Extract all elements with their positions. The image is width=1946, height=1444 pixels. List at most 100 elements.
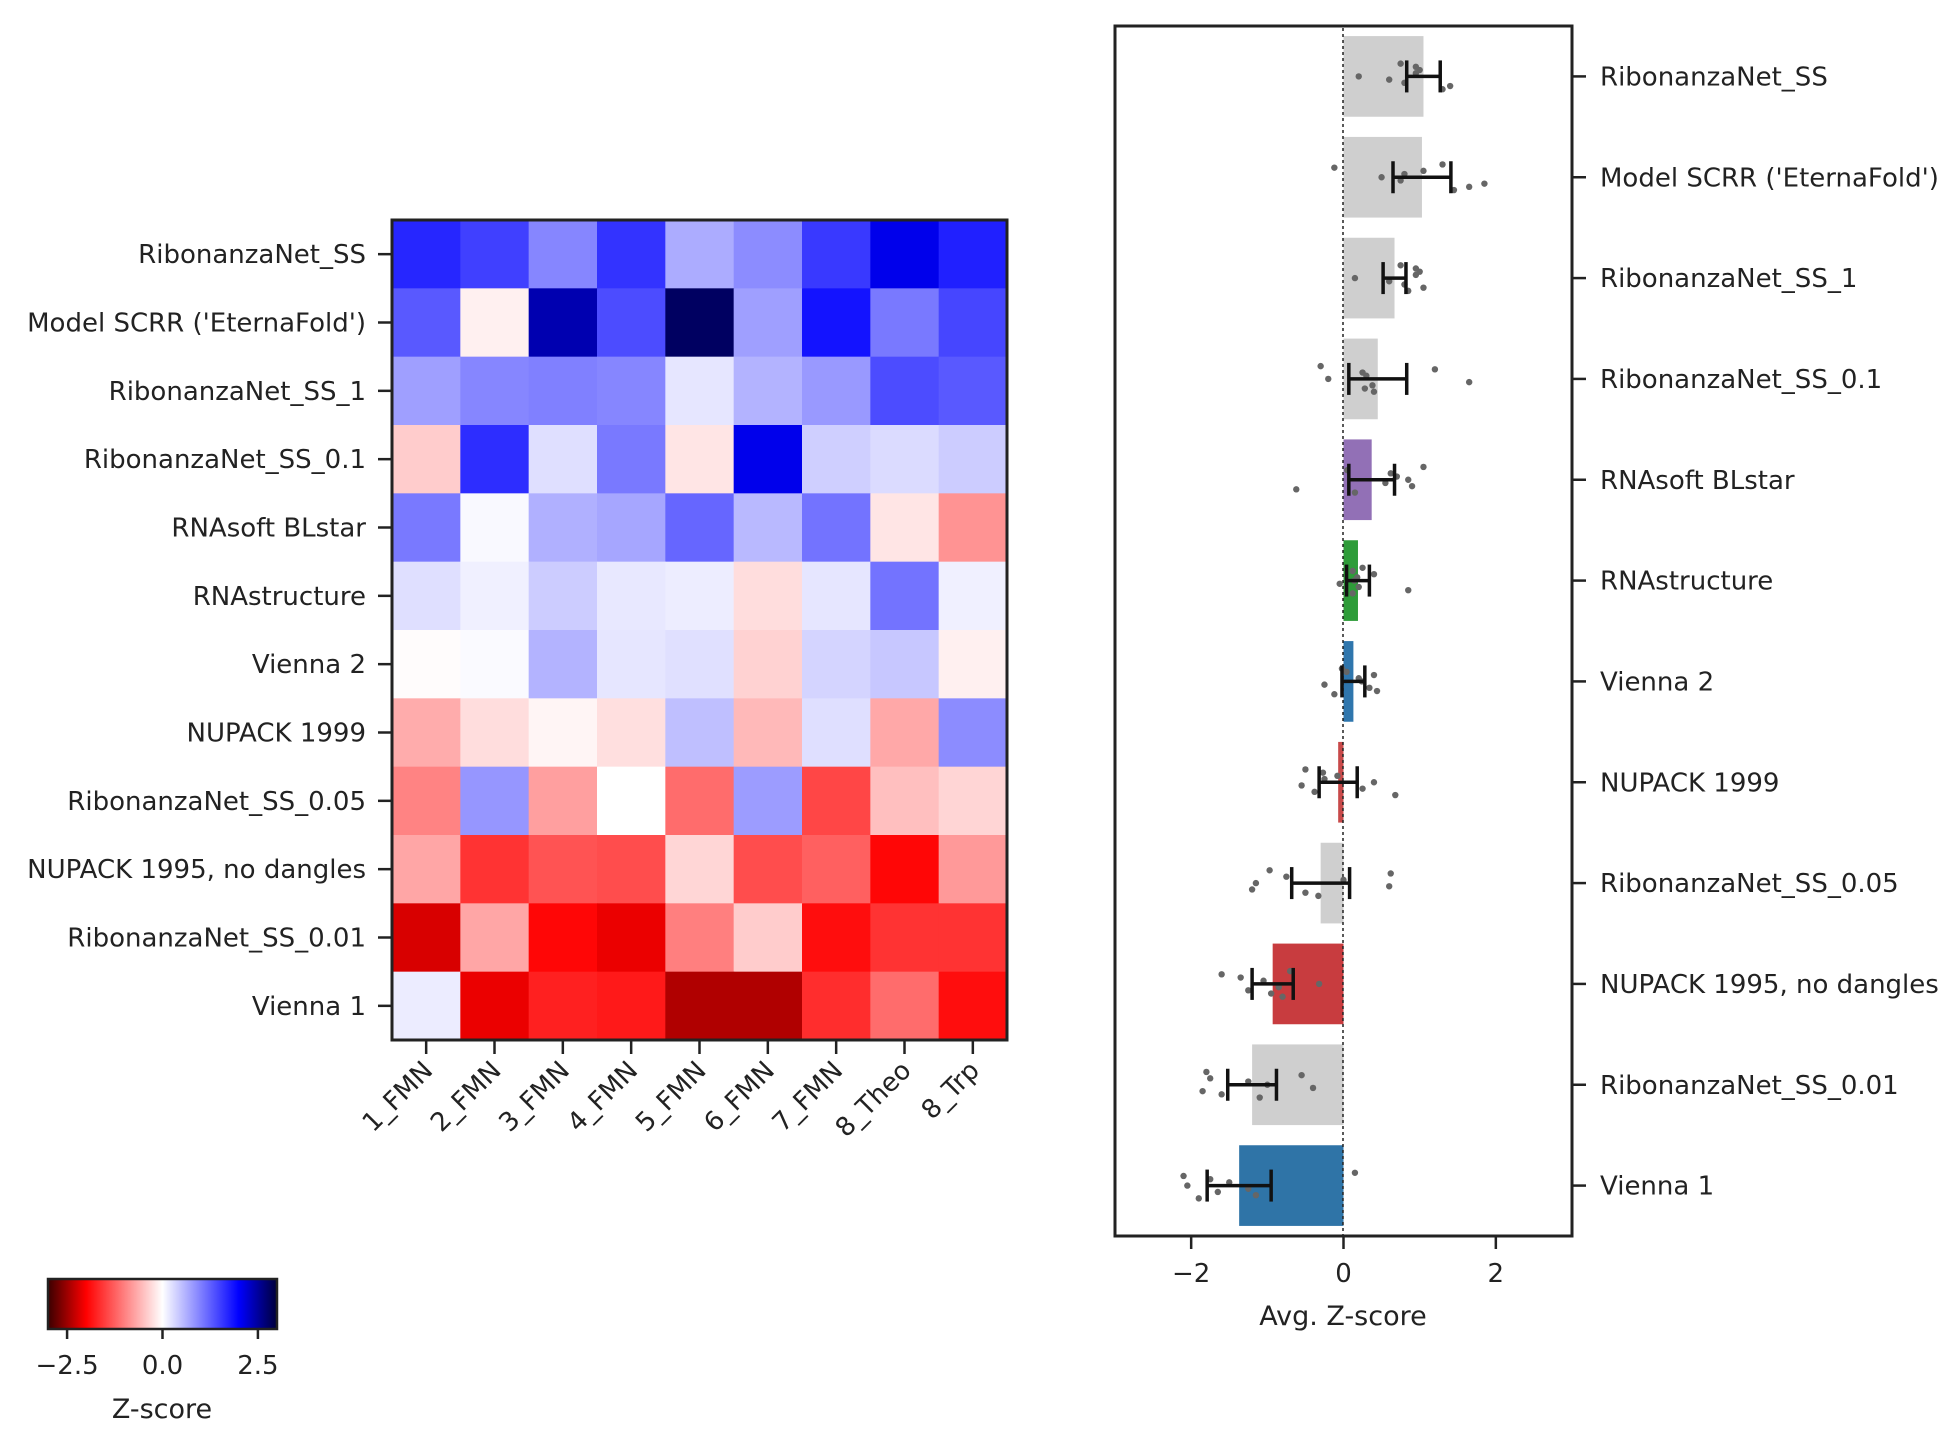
bar-category-label: RNAsoft BLstar	[1600, 466, 1795, 496]
data-point	[1203, 1068, 1210, 1076]
heatmap-cell	[597, 493, 666, 563]
bar-chart-panel: RibonanzaNet_SS Model SCRR ('EternaFold')…	[1113, 24, 1939, 1332]
data-point	[1245, 987, 1252, 994]
heatmap-cell	[802, 220, 871, 289]
data-point	[1266, 867, 1273, 874]
heatmap-row-label: RibonanzaNet_SS_0.1	[84, 445, 366, 475]
heatmap-cell	[802, 971, 871, 1041]
data-point	[1195, 1195, 1202, 1202]
heatmap-row-label: NUPACK 1995, no dangles	[27, 855, 366, 885]
heatmap-row-label: Vienna 2	[252, 650, 366, 680]
heatmap-cell	[733, 903, 803, 973]
heatmap-cell	[802, 903, 871, 973]
heatmap-cell	[528, 835, 598, 904]
heatmap-row-labels: RibonanzaNet_SS Model SCRR ('EternaFold')…	[27, 240, 392, 1022]
colorbar-label: Z-score	[112, 1394, 212, 1425]
heatmap-cell	[665, 630, 735, 699]
data-point	[1343, 668, 1350, 676]
heatmap-cell	[460, 903, 530, 973]
bar-category-label: Model SCRR ('EternaFold')	[1600, 163, 1939, 193]
bar-x-tick-label: 0	[1335, 1259, 1352, 1289]
data-point	[1431, 366, 1439, 373]
data-point	[1359, 785, 1366, 792]
heatmap-cell	[392, 630, 461, 699]
data-point	[1315, 892, 1322, 900]
heatmap-cell	[733, 971, 803, 1041]
heatmap-column-label: 3_FMN	[493, 1056, 575, 1138]
data-point	[1359, 564, 1366, 571]
heatmap-row-label: Model SCRR ('EternaFold')	[27, 309, 366, 339]
heatmap-cell	[870, 971, 940, 1041]
heatmap-cells	[392, 220, 1008, 1041]
heatmap-cell	[392, 356, 461, 426]
heatmap-cell	[802, 561, 871, 631]
heatmap-cell	[528, 630, 598, 699]
data-point	[1351, 1169, 1359, 1176]
heatmap-cell	[733, 766, 803, 836]
data-point	[1317, 362, 1324, 370]
heatmap-cell	[870, 835, 940, 904]
heatmap-cell	[665, 766, 735, 836]
data-point	[1309, 1084, 1317, 1092]
bar-chart-category-labels: RibonanzaNet_SS Model SCRR ('EternaFold')…	[1572, 62, 1939, 1202]
heatmap-cell	[460, 288, 530, 358]
colorbar-tick-label: 0.0	[142, 1351, 183, 1381]
heatmap-cell	[938, 698, 1008, 768]
heatmap-cell	[528, 561, 598, 631]
heatmap-cell	[665, 971, 735, 1041]
heatmap-cell	[938, 220, 1008, 289]
heatmap-cell	[733, 356, 803, 426]
bar-category-label: RibonanzaNet_SS_1	[1600, 264, 1857, 294]
data-point	[1336, 580, 1343, 587]
data-point	[1279, 993, 1286, 1000]
colorbar-tick-label: 2.5	[237, 1351, 278, 1381]
data-point	[1420, 167, 1427, 175]
heatmap-cell	[597, 561, 666, 631]
data-point	[1184, 1182, 1191, 1189]
data-point	[1386, 883, 1393, 890]
data-point	[1351, 489, 1359, 496]
heatmap-cell	[665, 425, 735, 494]
data-point	[1373, 687, 1381, 695]
data-point	[1387, 870, 1394, 877]
heatmap-cell	[802, 698, 871, 768]
heatmap-cell	[665, 220, 735, 289]
data-point	[1465, 378, 1473, 386]
data-point	[1302, 766, 1309, 773]
data-point	[1349, 567, 1356, 575]
data-point	[1180, 1172, 1187, 1180]
heatmap-cell	[665, 903, 735, 973]
heatmap-cell	[528, 425, 598, 494]
data-point	[1331, 691, 1338, 698]
heatmap-cell	[802, 630, 871, 699]
bar-category-label: RibonanzaNet_SS_0.05	[1600, 869, 1899, 899]
heatmap-cell	[665, 561, 735, 631]
heatmap-cell	[460, 630, 530, 699]
heatmap-row-label: RibonanzaNet_SS_1	[109, 377, 366, 407]
heatmap-cell	[665, 288, 735, 358]
data-point	[1252, 879, 1260, 887]
heatmap-cell	[528, 698, 598, 768]
colorbar-ticks: −2.5 0.0 2.5	[36, 1329, 279, 1381]
data-point	[1369, 382, 1376, 389]
heatmap-cell	[938, 971, 1008, 1041]
heatmap-cell	[870, 425, 940, 494]
heatmap-cell	[870, 698, 940, 768]
data-point	[1218, 971, 1225, 978]
data-point	[1267, 990, 1275, 997]
heatmap-column-label: 8_Theo	[830, 1056, 918, 1144]
data-point	[1252, 1191, 1260, 1199]
heatmap-cell	[665, 698, 735, 768]
heatmap-cell	[733, 835, 803, 904]
heatmap-cell	[392, 835, 461, 904]
heatmap-row-label: RibonanzaNet_SS	[138, 240, 366, 270]
data-point	[1302, 889, 1309, 896]
bar-data-points	[1180, 60, 1488, 1202]
heatmap-cell	[460, 425, 530, 494]
data-point	[1481, 180, 1488, 187]
heatmap-row-label: NUPACK 1999	[187, 719, 366, 749]
heatmap-cell	[460, 356, 530, 426]
heatmap-cell	[733, 493, 803, 563]
data-point	[1439, 161, 1446, 168]
heatmap-cell	[870, 288, 940, 358]
